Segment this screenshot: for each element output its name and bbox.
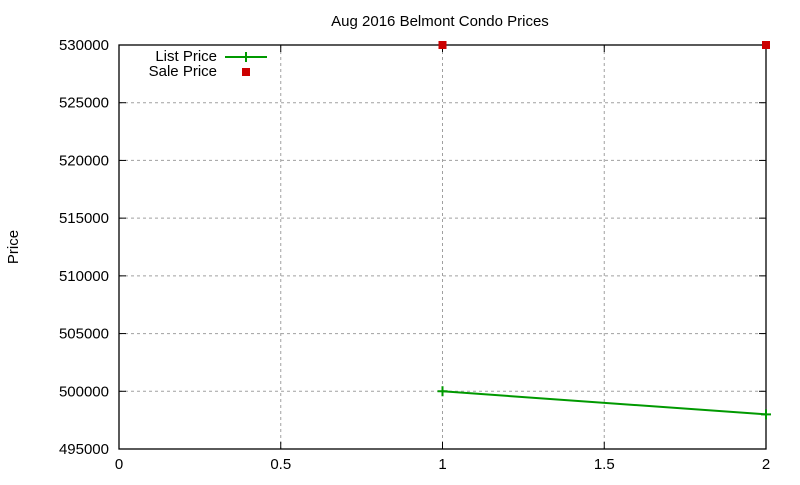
square-marker-icon — [242, 68, 250, 76]
y-axis-ticks: 495000 500000 505000 510000 515000 520000 5250… — [59, 37, 766, 458]
y-tick-label: 510000 — [59, 268, 109, 285]
y-tick-label: 530000 — [59, 37, 109, 54]
y-axis-label: Price — [5, 230, 22, 264]
cross-marker-icon — [761, 409, 771, 420]
square-marker-icon — [438, 41, 447, 49]
x-tick-label: 0 — [115, 456, 123, 473]
chart-title: Aug 2016 Belmont Condo Prices — [331, 13, 549, 30]
series-layer — [437, 41, 771, 420]
y-tick-label: 495000 — [59, 441, 109, 458]
square-marker-icon — [762, 41, 770, 49]
x-axis-ticks: 0 0.5 1 1.5 2 — [115, 45, 770, 473]
x-tick-label: 1.5 — [594, 456, 615, 473]
grid-lines — [119, 45, 766, 449]
list-price-line — [442, 390, 767, 416]
x-tick-label: 2 — [762, 456, 770, 473]
legend-label-list-price: List Price — [155, 48, 217, 65]
y-tick-label: 505000 — [59, 326, 109, 343]
legend-label-sale-price: Sale Price — [149, 63, 217, 80]
x-tick-label: 0.5 — [270, 456, 291, 473]
y-tick-label: 520000 — [59, 152, 109, 169]
legend: List Price Sale Price — [149, 48, 267, 80]
y-tick-label: 525000 — [59, 95, 109, 112]
x-tick-label: 1 — [438, 456, 446, 473]
cross-marker-icon — [437, 386, 448, 397]
y-tick-label: 515000 — [59, 210, 109, 227]
y-tick-label: 500000 — [59, 383, 109, 400]
